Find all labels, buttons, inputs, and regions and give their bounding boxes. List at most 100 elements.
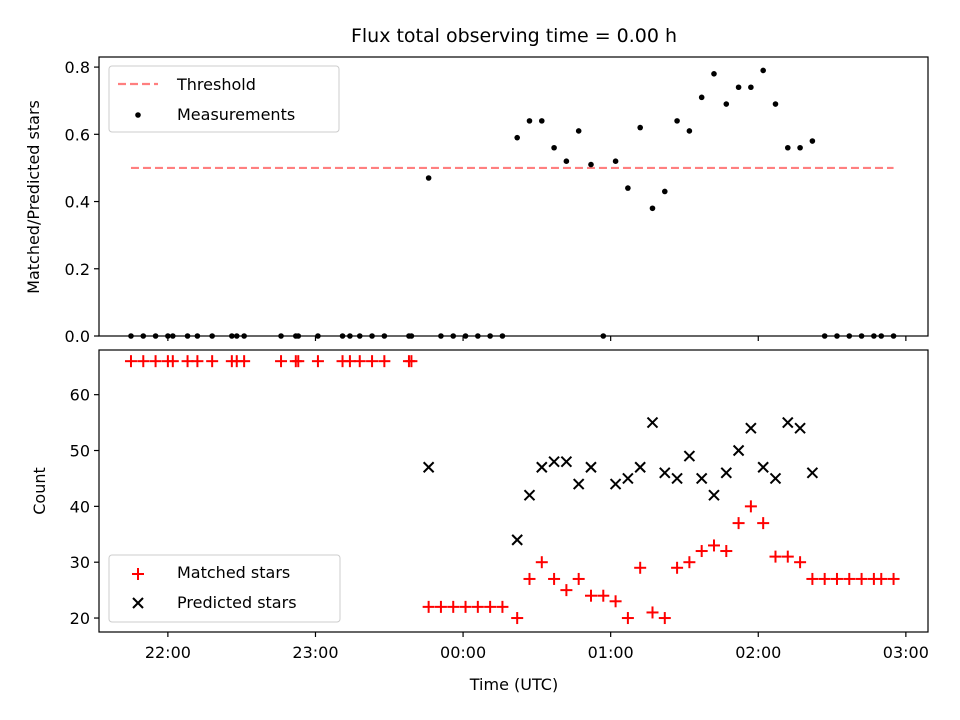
measurement-point bbox=[625, 185, 631, 191]
matched-star-point bbox=[781, 550, 794, 563]
top-y-tick-label: 0.4 bbox=[65, 193, 90, 212]
predicted-star-point bbox=[671, 472, 683, 485]
bottom-y-tick-label: 40 bbox=[70, 497, 90, 516]
matched-star-point bbox=[422, 600, 435, 613]
measurement-point bbox=[686, 128, 693, 134]
bottom-y-tick-label: 50 bbox=[70, 442, 90, 461]
matched-star-point bbox=[548, 572, 561, 585]
bottom-y-tick-label: 60 bbox=[70, 386, 90, 405]
predicted-star-point bbox=[560, 455, 573, 468]
matched-star-point bbox=[621, 612, 634, 625]
matched-star-point bbox=[830, 572, 843, 585]
measurement-point bbox=[797, 144, 803, 151]
predicted-star-point bbox=[634, 461, 646, 473]
matched-star-point bbox=[658, 612, 671, 625]
matched-star-point bbox=[695, 545, 708, 558]
bottom-x-ticks: 22:00 23:00 00:00 01:00 02:00 03:00 bbox=[145, 632, 929, 662]
x-tick-label: 22:00 bbox=[145, 643, 191, 662]
matched-star-point bbox=[484, 600, 497, 613]
predicted-star-point bbox=[659, 467, 671, 479]
predicted-star-point bbox=[609, 478, 622, 490]
matched-star-point bbox=[757, 517, 770, 530]
measurement-point bbox=[698, 94, 705, 101]
predicted-star-point bbox=[708, 489, 720, 501]
measurement-point bbox=[575, 128, 582, 134]
matched-star-point bbox=[584, 589, 597, 602]
measurement-point bbox=[514, 134, 520, 141]
measurement-point bbox=[760, 67, 766, 74]
top-axes-frame bbox=[98, 56, 929, 337]
matched-star-point bbox=[887, 572, 900, 585]
top-y-tick-label: 0.8 bbox=[65, 58, 90, 77]
top-y-axis-label: Matched/Predicted stars bbox=[24, 100, 43, 294]
x-tick-label: 02:00 bbox=[735, 643, 781, 662]
bottom-axes-frame bbox=[98, 349, 929, 633]
predicted-legend-label: Predicted stars bbox=[177, 593, 297, 612]
predicted-star-point bbox=[769, 472, 782, 485]
predicted-star-point bbox=[536, 461, 548, 473]
predicted-star-point bbox=[622, 472, 634, 485]
matched-star-point bbox=[523, 572, 536, 585]
predicted-star-point bbox=[695, 472, 708, 485]
predicted-star-point bbox=[806, 467, 819, 479]
top-y-tick-label: 0.6 bbox=[65, 125, 90, 144]
predicted-star-point bbox=[523, 489, 536, 501]
measurement-point bbox=[563, 158, 570, 165]
matched-star-point bbox=[292, 355, 305, 368]
measurement-point bbox=[425, 175, 432, 181]
matched-star-point bbox=[843, 572, 856, 585]
matched-star-point bbox=[434, 600, 447, 613]
top-x-ticks bbox=[167, 336, 907, 341]
matched-star-point bbox=[191, 355, 204, 368]
matched-star-point bbox=[875, 572, 888, 585]
matched-star-point bbox=[818, 572, 831, 585]
bottom-y-tick-label: 20 bbox=[70, 609, 90, 628]
measurement-point bbox=[637, 124, 643, 131]
matched-star-point bbox=[806, 572, 819, 585]
matched-star-point bbox=[405, 355, 418, 368]
measurement-point bbox=[612, 158, 619, 165]
matched-star-point bbox=[572, 572, 585, 585]
predicted-star-point bbox=[422, 461, 435, 473]
matched-star-point bbox=[137, 355, 150, 368]
bottom-panel: 20 30 40 50 60 22:00 23:00 00:00 01:00 02:00 03:0… bbox=[30, 349, 929, 694]
measurement-point bbox=[772, 101, 779, 107]
matched-star-point bbox=[744, 500, 757, 513]
matched-star-point bbox=[378, 355, 391, 368]
bottom-y-ticks: 20 30 40 50 60 bbox=[70, 386, 99, 628]
matched-star-point bbox=[671, 561, 684, 574]
measurement-point bbox=[809, 138, 816, 144]
matched-star-point bbox=[597, 589, 610, 602]
matched-star-point bbox=[707, 539, 720, 552]
bottom-y-tick-label: 30 bbox=[70, 553, 90, 572]
predicted-star-point bbox=[572, 478, 585, 490]
predicted-star-point bbox=[646, 416, 659, 429]
x-tick-label: 01:00 bbox=[588, 643, 634, 662]
top-legend: Threshold Measurements bbox=[108, 65, 340, 133]
measurement-point bbox=[723, 101, 730, 107]
top-plot-area bbox=[128, 67, 897, 339]
predicted-star-point bbox=[548, 455, 560, 468]
top-y-tick-label: 0.2 bbox=[65, 260, 90, 279]
matched-star-point bbox=[496, 600, 509, 613]
matched-star-point bbox=[149, 355, 162, 368]
predicted-star-point bbox=[757, 461, 769, 473]
threshold-legend-label: Threshold bbox=[176, 75, 256, 94]
bottom-legend: Matched stars Predicted stars bbox=[108, 554, 341, 623]
predicted-star-point bbox=[745, 422, 757, 434]
matched-star-point bbox=[366, 355, 379, 368]
top-panel: 0.00.20.40.60.8 Matched/Predicted stars … bbox=[24, 56, 929, 346]
measurement-point bbox=[711, 71, 717, 77]
predicted-star-point bbox=[511, 534, 523, 546]
matched-star-point bbox=[535, 556, 548, 569]
chart-title: Flux total observing time = 0.00 h bbox=[351, 25, 677, 47]
x-tick-label: 00:00 bbox=[440, 643, 486, 662]
matched-star-point bbox=[683, 556, 696, 569]
matched-star-point bbox=[769, 550, 782, 563]
top-legend-box bbox=[108, 65, 340, 133]
matched-star-point bbox=[166, 355, 179, 368]
measurements-legend-swatch bbox=[135, 112, 141, 118]
measurement-point bbox=[748, 84, 754, 91]
measurement-point bbox=[784, 144, 791, 151]
